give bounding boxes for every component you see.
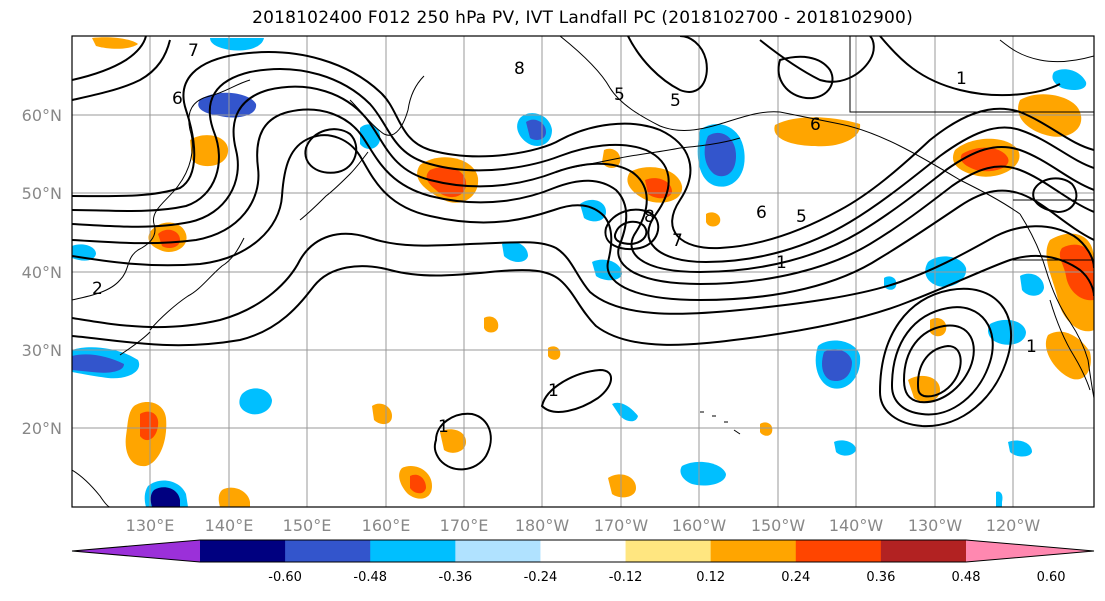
colorbar-outline [71,539,1095,563]
colorbar-tick-label: 0.24 [781,570,810,585]
lon-label: 130°W [908,516,963,535]
map-frame [71,35,1095,508]
lon-label: 150°E [283,516,332,535]
colorbar-segment [285,540,371,562]
lon-label: 150°W [751,516,806,535]
colorbar-extend-high [966,540,1094,562]
lon-label: 180°W [515,516,570,535]
contour-label: 7 [188,41,199,61]
lat-label: 60°N [22,106,62,125]
lon-label: 170°E [440,516,489,535]
contour-label: 5 [796,207,807,227]
contour-labels: 7 6 8 5 1 2 8 6 7 5 1 5 6 1 1 1 [92,41,1037,437]
contour-label: 6 [756,203,767,223]
contour-label: 5 [670,91,681,111]
contour-label: 1 [438,417,449,437]
lat-label: 30°N [22,341,62,360]
lon-label: 120°W [986,516,1041,535]
colorbar-tick-label: -0.60 [268,570,302,585]
colorbar-segment [540,540,627,562]
colorbar-tick-label: 0.48 [952,570,981,585]
lat-label: 20°N [22,419,62,438]
colorbar-segment [455,540,541,562]
colorbar-tick-label: -0.12 [609,570,643,585]
colorbar-extend-low [72,540,200,562]
contour-label: 8 [514,59,525,79]
lon-labels: 130°E 140°E 150°E 160°E 170°E 180°W 170°… [126,516,1041,535]
contour-label: 1 [1026,337,1037,357]
colorbar-segment [370,540,456,562]
contour-label: 1 [776,253,787,273]
colorbar: -0.60 -0.48 -0.36 -0.24 -0.12 0.12 0.24 0.36 0.4… [71,539,1095,585]
contour-label: 6 [810,115,821,135]
lon-label: 170°W [594,516,649,535]
colorbar-tick-label: -0.36 [439,570,473,585]
contour-label: 7 [672,231,683,251]
lat-labels: 60°N 50°N 40°N 30°N 20°N [22,106,62,438]
pv-contours [72,36,1094,471]
contour-label: 1 [956,69,967,89]
lon-label: 160°W [672,516,727,535]
lat-label: 40°N [22,263,62,282]
colorbar-segment [200,540,286,562]
colorbar-tick-label: -0.24 [524,570,558,585]
lon-label: 140°W [829,516,884,535]
lon-label: 130°E [126,516,175,535]
lon-label: 140°E [205,516,254,535]
contour-label: 1 [548,381,559,401]
colorbar-segment [880,540,967,562]
colorbar-tick-label: -0.48 [353,570,387,585]
colorbar-tick-label: 0.36 [866,570,895,585]
lat-label: 50°N [22,184,62,203]
colorbar-segment [625,540,712,562]
colorbar-tick-label: 0.12 [696,570,725,585]
contour-label: 6 [172,89,183,109]
lon-label: 160°E [362,516,411,535]
figure-title: 2018102400 F012 250 hPa PV, IVT Landfall… [252,8,913,28]
contour-label: 2 [92,279,103,299]
colorbar-segment [795,540,882,562]
contour-label: 8 [644,207,655,227]
colorbar-segment [710,540,797,562]
colorbar-tick-label: 0.60 [1037,570,1066,585]
contour-label: 5 [614,85,625,105]
